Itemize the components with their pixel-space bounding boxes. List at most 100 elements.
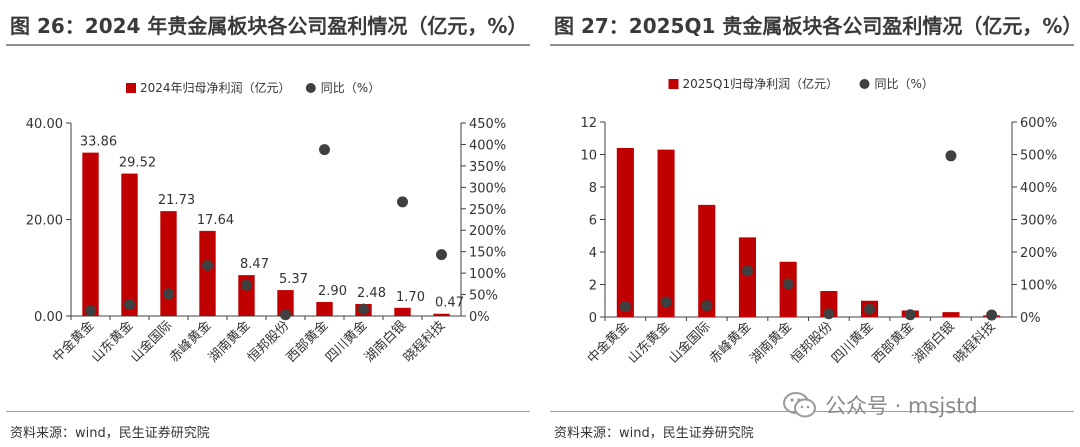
wechat-icon xyxy=(783,392,816,418)
chart-2024-profit: 2024年归母净利润（亿元） 同比（%） 0.00 20.00 40.00 0% 50% 10… xyxy=(26,80,506,366)
data-label: 2.90 xyxy=(318,284,347,299)
y-tick-label-right: 400% xyxy=(1020,181,1057,196)
y-tick-label-right: 150% xyxy=(469,246,506,261)
yoy-dot xyxy=(436,249,447,261)
yoy-dot xyxy=(241,279,252,291)
x-tick-label: 山金国际 xyxy=(665,319,713,367)
y-tick-label-left: 10 xyxy=(580,149,597,164)
data-label: 2.48 xyxy=(357,286,386,301)
yoy-dot xyxy=(397,196,408,208)
x-tick-label: 晓程科技 xyxy=(951,319,998,366)
y-tick-label-right: 0% xyxy=(1020,311,1041,326)
bar xyxy=(316,302,333,316)
figure-27: 图 27：2025Q1 贵金属板块各公司盈利情况（亿元，%） 2025Q1归母净… xyxy=(550,0,1080,447)
y-tick-label-left: 0 xyxy=(589,311,597,326)
bar xyxy=(199,230,216,316)
x-tick-label: 山东黄金 xyxy=(88,318,136,366)
yoy-dot xyxy=(864,303,876,315)
x-tick-label: 山金国际 xyxy=(127,318,175,366)
y-tick-label-left: 6 xyxy=(589,214,597,229)
yoy-dot xyxy=(280,309,291,321)
yoy-dot xyxy=(904,309,916,321)
yoy-dot xyxy=(202,259,213,271)
y-tick-label-right: 250% xyxy=(469,203,506,218)
bar xyxy=(738,237,756,317)
x-tick-label: 四川黄金 xyxy=(322,318,370,366)
yoy-dot xyxy=(163,288,174,300)
yoy-dot xyxy=(358,303,369,315)
data-label: 33.86 xyxy=(80,135,117,150)
y-tick-label-right: 450% xyxy=(469,117,506,132)
bar xyxy=(616,148,634,317)
legend-dot-swatch xyxy=(305,83,316,93)
y-tick-label-left: 40.00 xyxy=(26,117,63,132)
bar xyxy=(433,313,450,316)
x-tick-label: 恒邦股份 xyxy=(245,318,292,365)
y-tick-label-right: 300% xyxy=(1020,214,1057,229)
y-tick-label-left: 0.00 xyxy=(34,310,63,325)
source-note: 资料来源：wind，民生证券研究院 xyxy=(10,426,210,441)
y-tick-label-right: 300% xyxy=(469,181,506,196)
yoy-dot xyxy=(986,309,998,321)
bar xyxy=(82,152,99,316)
data-label: 29.52 xyxy=(119,156,156,171)
x-tick-label: 赤峰黄金 xyxy=(166,318,214,366)
x-tick-label: 湖南黄金 xyxy=(205,318,253,366)
yoy-dot xyxy=(660,296,672,308)
figure-26: 图 26：2024 年贵金属板块各公司盈利情况（亿元，%） 2024年归母净利润… xyxy=(6,0,534,447)
legend-dot-label: 同比（%） xyxy=(875,77,934,91)
y-tick-label-right: 100% xyxy=(469,267,506,282)
y-tick-label-right: 500% xyxy=(1020,149,1057,164)
y-tick-label-left: 20.00 xyxy=(26,214,63,229)
y-tick-label-right: 600% xyxy=(1020,116,1057,131)
legend-bar-swatch xyxy=(126,83,136,93)
x-tick-label: 湖南白银 xyxy=(361,318,409,366)
x-tick-label: 晓程科技 xyxy=(401,318,448,365)
y-tick-label-right: 350% xyxy=(469,160,506,175)
bar xyxy=(942,312,960,317)
legend-bar-label: 2025Q1归母净利润（亿元） xyxy=(683,76,839,91)
source-rule xyxy=(6,411,530,412)
yoy-dot xyxy=(619,301,631,313)
x-tick-label: 赤峰黄金 xyxy=(706,319,754,367)
legend-bar-label: 2024年归母净利润（亿元） xyxy=(140,80,291,95)
data-label: 21.73 xyxy=(158,193,195,208)
data-label: 8.47 xyxy=(240,257,269,272)
watermark-text: 公众号 · msjstd xyxy=(825,394,978,418)
yoy-dot xyxy=(741,265,753,277)
bar xyxy=(277,290,294,316)
yoy-dot xyxy=(782,278,794,290)
yoy-dot xyxy=(85,304,96,316)
bar xyxy=(121,173,138,316)
legend-bar-swatch xyxy=(668,79,679,89)
y-tick-label-left: 2 xyxy=(589,279,597,294)
data-label: 0.47 xyxy=(435,296,464,311)
title-rule xyxy=(6,44,530,46)
yoy-dot xyxy=(701,300,713,312)
y-tick-label-left: 12 xyxy=(580,116,597,131)
source-note: 资料来源：wind，民生证券研究院 xyxy=(554,426,754,441)
data-label: 1.70 xyxy=(396,290,425,305)
y-tick-label-right: 200% xyxy=(1020,246,1057,261)
bar xyxy=(698,204,716,317)
legend-dot-label: 同比（%） xyxy=(321,81,380,95)
y-tick-label-right: 50% xyxy=(469,289,498,304)
yoy-dot xyxy=(945,150,957,162)
bar xyxy=(657,149,675,317)
yoy-dot xyxy=(124,298,135,310)
chart-2025q1-profit: 2025Q1归母净利润（亿元） 同比（%） 0 2 4 6 8 10 12 0% 100% 200% 3… xyxy=(580,76,1057,367)
figure-title: 图 26：2024 年贵金属板块各公司盈利情况（亿元，%） xyxy=(10,14,528,38)
bar xyxy=(779,261,797,317)
x-tick-label: 山东黄金 xyxy=(625,319,673,367)
data-label: 5.37 xyxy=(279,272,308,287)
y-tick-label-right: 400% xyxy=(469,138,506,153)
title-rule xyxy=(550,44,1074,46)
y-tick-label-right: 0% xyxy=(469,310,490,325)
legend-dot-swatch xyxy=(859,79,870,89)
x-tick-label: 西部黄金 xyxy=(283,318,331,366)
wechat-watermark: 公众号 · msjstd xyxy=(783,385,1063,425)
y-tick-label-right: 200% xyxy=(469,224,506,239)
x-tick-label: 湖南黄金 xyxy=(747,319,795,367)
x-tick-label: 湖南白银 xyxy=(910,319,958,367)
yoy-dot xyxy=(319,144,330,156)
